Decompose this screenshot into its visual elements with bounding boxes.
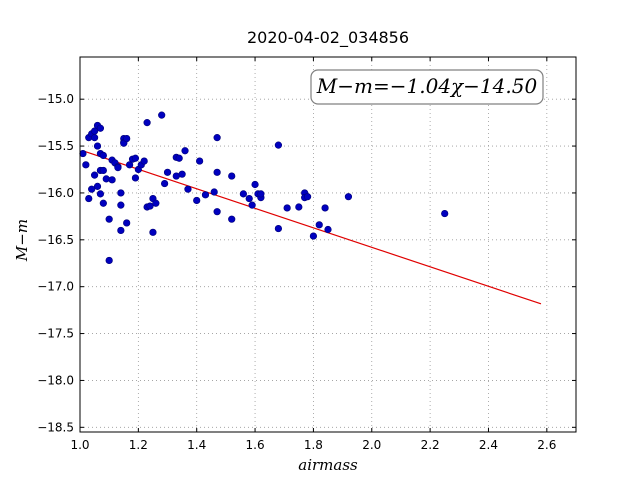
data-point (213, 208, 221, 216)
data-point (274, 141, 283, 149)
data-point (239, 190, 247, 198)
data-point (161, 179, 169, 188)
plot-frame (79, 56, 577, 433)
data-point (108, 176, 116, 184)
data-point (213, 134, 221, 142)
data-point (131, 174, 140, 182)
tick-labels: 1.0 1.2 1.4 1.6 1.8 2.0 2.2 2.4 2.6 −15.0 −15.5 −16… (37, 92, 556, 452)
data-point (82, 161, 90, 169)
annotation-text: M−m=−1.04χ−14.50 (316, 74, 538, 98)
y-tick-label: −18.5 (37, 420, 74, 434)
data-point (149, 228, 157, 236)
data-point (303, 193, 312, 201)
x-tick-label: 2.6 (537, 438, 556, 452)
data-point (175, 154, 183, 162)
fit-annotation: M−m=−1.04χ−14.50 (310, 69, 544, 105)
y-tick-label: −15.5 (37, 139, 74, 153)
data-point (79, 149, 87, 158)
annotation-box (310, 69, 544, 105)
data-point (295, 203, 303, 211)
data-point (117, 226, 125, 235)
x-tick-label: 1.2 (129, 438, 148, 452)
x-tick-label: 1.8 (304, 438, 323, 452)
y-tick-label: −17.0 (37, 280, 74, 294)
y-tick-label: −18.0 (37, 373, 74, 387)
data-point (309, 232, 318, 240)
points-layer (79, 111, 449, 265)
data-point (99, 199, 107, 207)
data-point (99, 151, 107, 160)
data-point (248, 201, 256, 209)
data-point (96, 124, 105, 132)
data-point (321, 204, 329, 212)
data-point (105, 215, 113, 223)
data-point (158, 111, 166, 119)
axis-ticks (79, 57, 576, 432)
data-point (228, 172, 236, 180)
data-point (146, 202, 154, 210)
data-point (131, 154, 140, 162)
data-point (184, 185, 192, 193)
data-point (324, 225, 332, 234)
y-axis-label: M−m (13, 219, 31, 262)
x-tick-label: 2.2 (421, 438, 440, 452)
data-point (105, 256, 113, 265)
x-tick-label: 1.6 (246, 438, 265, 452)
data-point (344, 193, 353, 201)
data-point (193, 196, 201, 205)
data-point (152, 199, 160, 207)
data-point (228, 215, 236, 223)
data-point (126, 161, 134, 169)
y-tick-label: −16.5 (37, 233, 74, 247)
fit-line-layer (82, 150, 542, 305)
data-point (90, 127, 99, 135)
data-point (196, 157, 204, 165)
data-point (178, 170, 186, 178)
x-tick-label: 1.0 (70, 438, 89, 452)
x-axis-label: airmass (298, 456, 358, 474)
data-point (257, 190, 265, 198)
data-point (210, 188, 218, 196)
data-point (88, 185, 96, 193)
data-point (117, 201, 125, 209)
data-point (117, 189, 125, 197)
x-tick-label: 1.4 (187, 438, 206, 452)
data-point (251, 180, 259, 189)
data-point (123, 219, 131, 227)
data-point (441, 209, 449, 218)
y-tick-label: −15.0 (37, 92, 74, 106)
data-point (85, 194, 93, 203)
data-point (201, 191, 210, 199)
data-point (315, 221, 323, 229)
data-point (93, 142, 102, 150)
data-point (283, 204, 291, 212)
data-point (114, 164, 122, 172)
x-tick-label: 2.4 (479, 438, 498, 452)
data-point (123, 134, 131, 143)
data-point (90, 134, 99, 142)
y-tick-label: −16.0 (37, 186, 74, 200)
data-point (96, 190, 105, 198)
x-tick-label: 2.0 (362, 438, 381, 452)
data-point (143, 119, 151, 127)
data-point (213, 168, 221, 176)
chart-title: 2020-04-02_034856 (247, 28, 409, 48)
data-point (140, 157, 148, 165)
data-point (163, 168, 172, 176)
data-point (274, 224, 283, 233)
data-point (245, 194, 253, 203)
fit-line (82, 150, 542, 305)
y-tick-label: −17.5 (37, 327, 74, 341)
data-point (181, 147, 189, 155)
data-point (99, 166, 107, 175)
data-point (90, 171, 99, 179)
data-point (102, 175, 110, 183)
data-point (93, 182, 102, 190)
